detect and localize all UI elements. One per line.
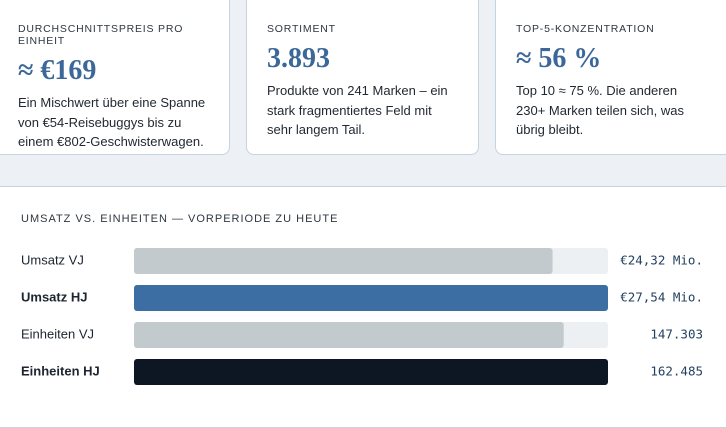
card-text: Ein Mischwert über eine Spanne von €54-R…	[18, 95, 206, 149]
card-label: SORTIMENT	[267, 23, 336, 35]
card-label: TOP-5-KONZENTRATION	[516, 23, 655, 35]
chart-title: UMSATZ VS. EINHEITEN — VORPERIODE ZU HEU…	[21, 213, 338, 225]
card: TOP-5-KONZENTRATION ≈ 56 % Top 10 ≈ 75 %…	[495, 0, 726, 155]
card-value: ≈ €169	[18, 55, 97, 86]
card-text: Produkte von 241 Marken – ein stark frag…	[267, 83, 448, 137]
category-label: Umsatz HJ	[21, 289, 87, 304]
card-value: 3.893	[267, 43, 330, 74]
card-text: Top 10 ≈ 75 %. Die anderen 230+ Marken t…	[516, 83, 685, 137]
value-label: €24,32 Mio.	[620, 253, 703, 268]
chart: UMSATZ VS. EINHEITEN — VORPERIODE ZU HEU…	[21, 213, 703, 385]
bar	[134, 322, 564, 348]
category-label: Umsatz VJ	[21, 252, 84, 267]
value-label: 162.485	[650, 364, 703, 379]
bar	[134, 359, 608, 385]
card-label: DURCHSCHNITTSPREIS PRO EINHEIT	[18, 23, 184, 47]
category-label: Einheiten VJ	[21, 326, 94, 341]
bar	[134, 285, 608, 311]
value-label: 147.303	[650, 327, 703, 342]
card: DURCHSCHNITTSPREIS PRO EINHEIT ≈ €169 Ei…	[0, 0, 230, 155]
category-label: Einheiten HJ	[21, 363, 100, 378]
bar	[134, 248, 553, 274]
value-label: €27,54 Mio.	[620, 290, 703, 305]
card-value: ≈ 56 %	[516, 43, 602, 74]
card: SORTIMENT 3.893 Produkte von 241 Marken …	[246, 0, 479, 155]
